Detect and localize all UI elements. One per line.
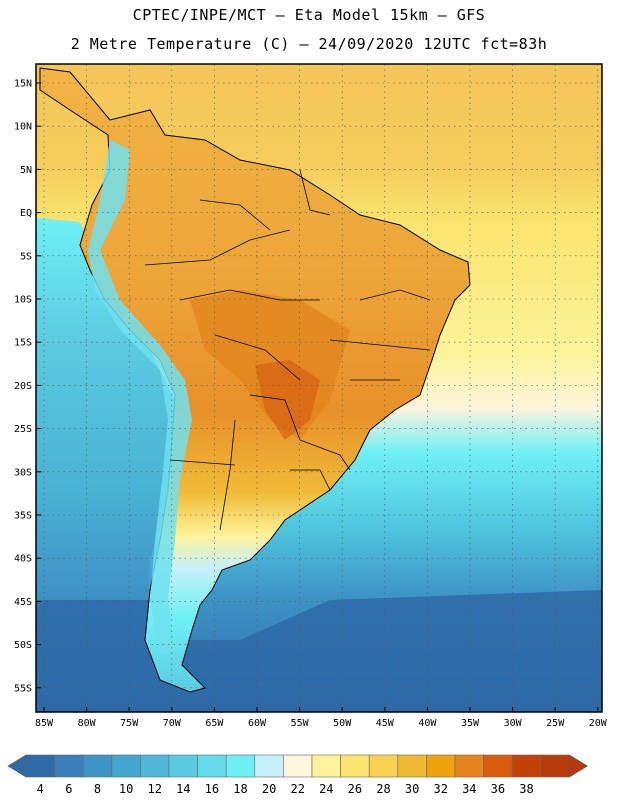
longitude-label: 60W <box>248 718 267 729</box>
latitude-label: 35S <box>14 511 32 522</box>
colorbar-swatch <box>511 754 542 778</box>
latitude-label: 30S <box>14 467 32 478</box>
colorbar-swatch <box>340 754 370 778</box>
colorbar-label: 10 <box>119 782 133 796</box>
colorbar-label: 4 <box>37 782 44 796</box>
graticule <box>36 64 602 712</box>
colorbar-swatch <box>168 754 198 778</box>
latitude-label: 15N <box>14 79 32 90</box>
map-title-line1: CPTEC/INPE/MCT – Eta Model 15km – GFS <box>132 6 486 24</box>
colorbar-swatch <box>454 754 484 778</box>
colorbar-swatch <box>254 754 284 778</box>
colorbar-label: 32 <box>433 782 447 796</box>
longitude-labels: 85W 80W 75W 70W 65W 60W 55W 50W 45W 40W 35W 30W 25W 2… <box>35 707 608 729</box>
map-title-line2: 2 Metre Temperature (C) – 24/09/2020 12U… <box>70 35 548 53</box>
latitude-label: 15S <box>14 338 32 349</box>
longitude-label: 40W <box>418 718 437 729</box>
longitude-label: 30W <box>504 718 523 729</box>
longitude-label: 70W <box>163 718 182 729</box>
colorbar-label: 16 <box>205 782 219 796</box>
longitude-label: 75W <box>120 718 139 729</box>
latitude-labels: 15N 10N 5N EQ 5S 10S 15S 20S 25S 30S 35S 40S 45S 50S 5… <box>14 79 41 694</box>
latitude-label: 10N <box>14 122 32 133</box>
latitude-label: 45S <box>14 597 32 608</box>
latitude-label: 10S <box>14 295 32 306</box>
colorbar-label: 38 <box>519 782 533 796</box>
colorbar-swatch <box>540 754 570 778</box>
latitude-label: 25S <box>14 424 32 435</box>
colorbar-swatch <box>25 754 55 778</box>
longitude-label: 55W <box>291 718 310 729</box>
latitude-label: 50S <box>14 640 32 651</box>
longitude-label: 85W <box>35 718 54 729</box>
colorbar-swatch <box>140 754 170 778</box>
colorbar-label: 26 <box>348 782 362 796</box>
colorbar-low-arrow <box>7 754 27 778</box>
latitude-label: 5N <box>20 165 32 176</box>
longitude-label: 25W <box>546 718 565 729</box>
colorbar-label: 36 <box>491 782 505 796</box>
colorbar-label: 18 <box>233 782 247 796</box>
colorbar-swatch <box>225 754 256 778</box>
andes-cool-strip <box>88 140 192 655</box>
colorbar-label: 6 <box>65 782 72 796</box>
colorbar-label: 22 <box>290 782 304 796</box>
southern-ocean <box>36 590 602 712</box>
colorbar-swatch <box>111 754 141 778</box>
hottest-region <box>255 360 320 440</box>
colorbar-swatch <box>397 754 427 778</box>
colorbar-label: 30 <box>405 782 419 796</box>
colorbar-label: 14 <box>176 782 190 796</box>
latitude-label: 20S <box>14 381 32 392</box>
longitude-label: 35W <box>461 718 480 729</box>
colorbar-high-arrow <box>569 754 588 778</box>
colorbar-swatch <box>82 754 113 778</box>
map-area <box>36 64 602 712</box>
colorbar-label: 12 <box>147 782 161 796</box>
latitude-label: EQ <box>20 208 32 219</box>
colorbar-swatch <box>426 754 456 778</box>
colorbar-swatch <box>283 754 313 778</box>
colorbar-swatch <box>311 754 341 778</box>
country-borders <box>144 169 431 531</box>
longitude-label: 65W <box>205 718 224 729</box>
pacific-ocean <box>36 218 200 712</box>
colorbar: 4 6 8 10 12 14 16 18 20 22 24 26 28 30 32 34 36 38 <box>7 754 588 796</box>
colorbar-label: 28 <box>376 782 390 796</box>
longitude-label: 45W <box>376 718 395 729</box>
longitude-label: 80W <box>78 718 97 729</box>
longitude-label: 20W <box>589 718 608 729</box>
colorbar-swatch <box>368 754 399 778</box>
colorbar-label: 24 <box>319 782 333 796</box>
colorbar-label: 34 <box>462 782 476 796</box>
latitude-label: 5S <box>20 251 32 262</box>
latitude-label: 40S <box>14 554 32 565</box>
colorbar-swatch <box>197 754 227 778</box>
colorbar-label: 8 <box>94 782 101 796</box>
colorbar-swatch <box>54 754 84 778</box>
longitude-label: 50W <box>333 718 352 729</box>
colorbar-label: 20 <box>262 782 276 796</box>
colorbar-swatch <box>483 754 513 778</box>
map-frame <box>35 63 603 713</box>
latitude-label: 55S <box>14 683 32 694</box>
